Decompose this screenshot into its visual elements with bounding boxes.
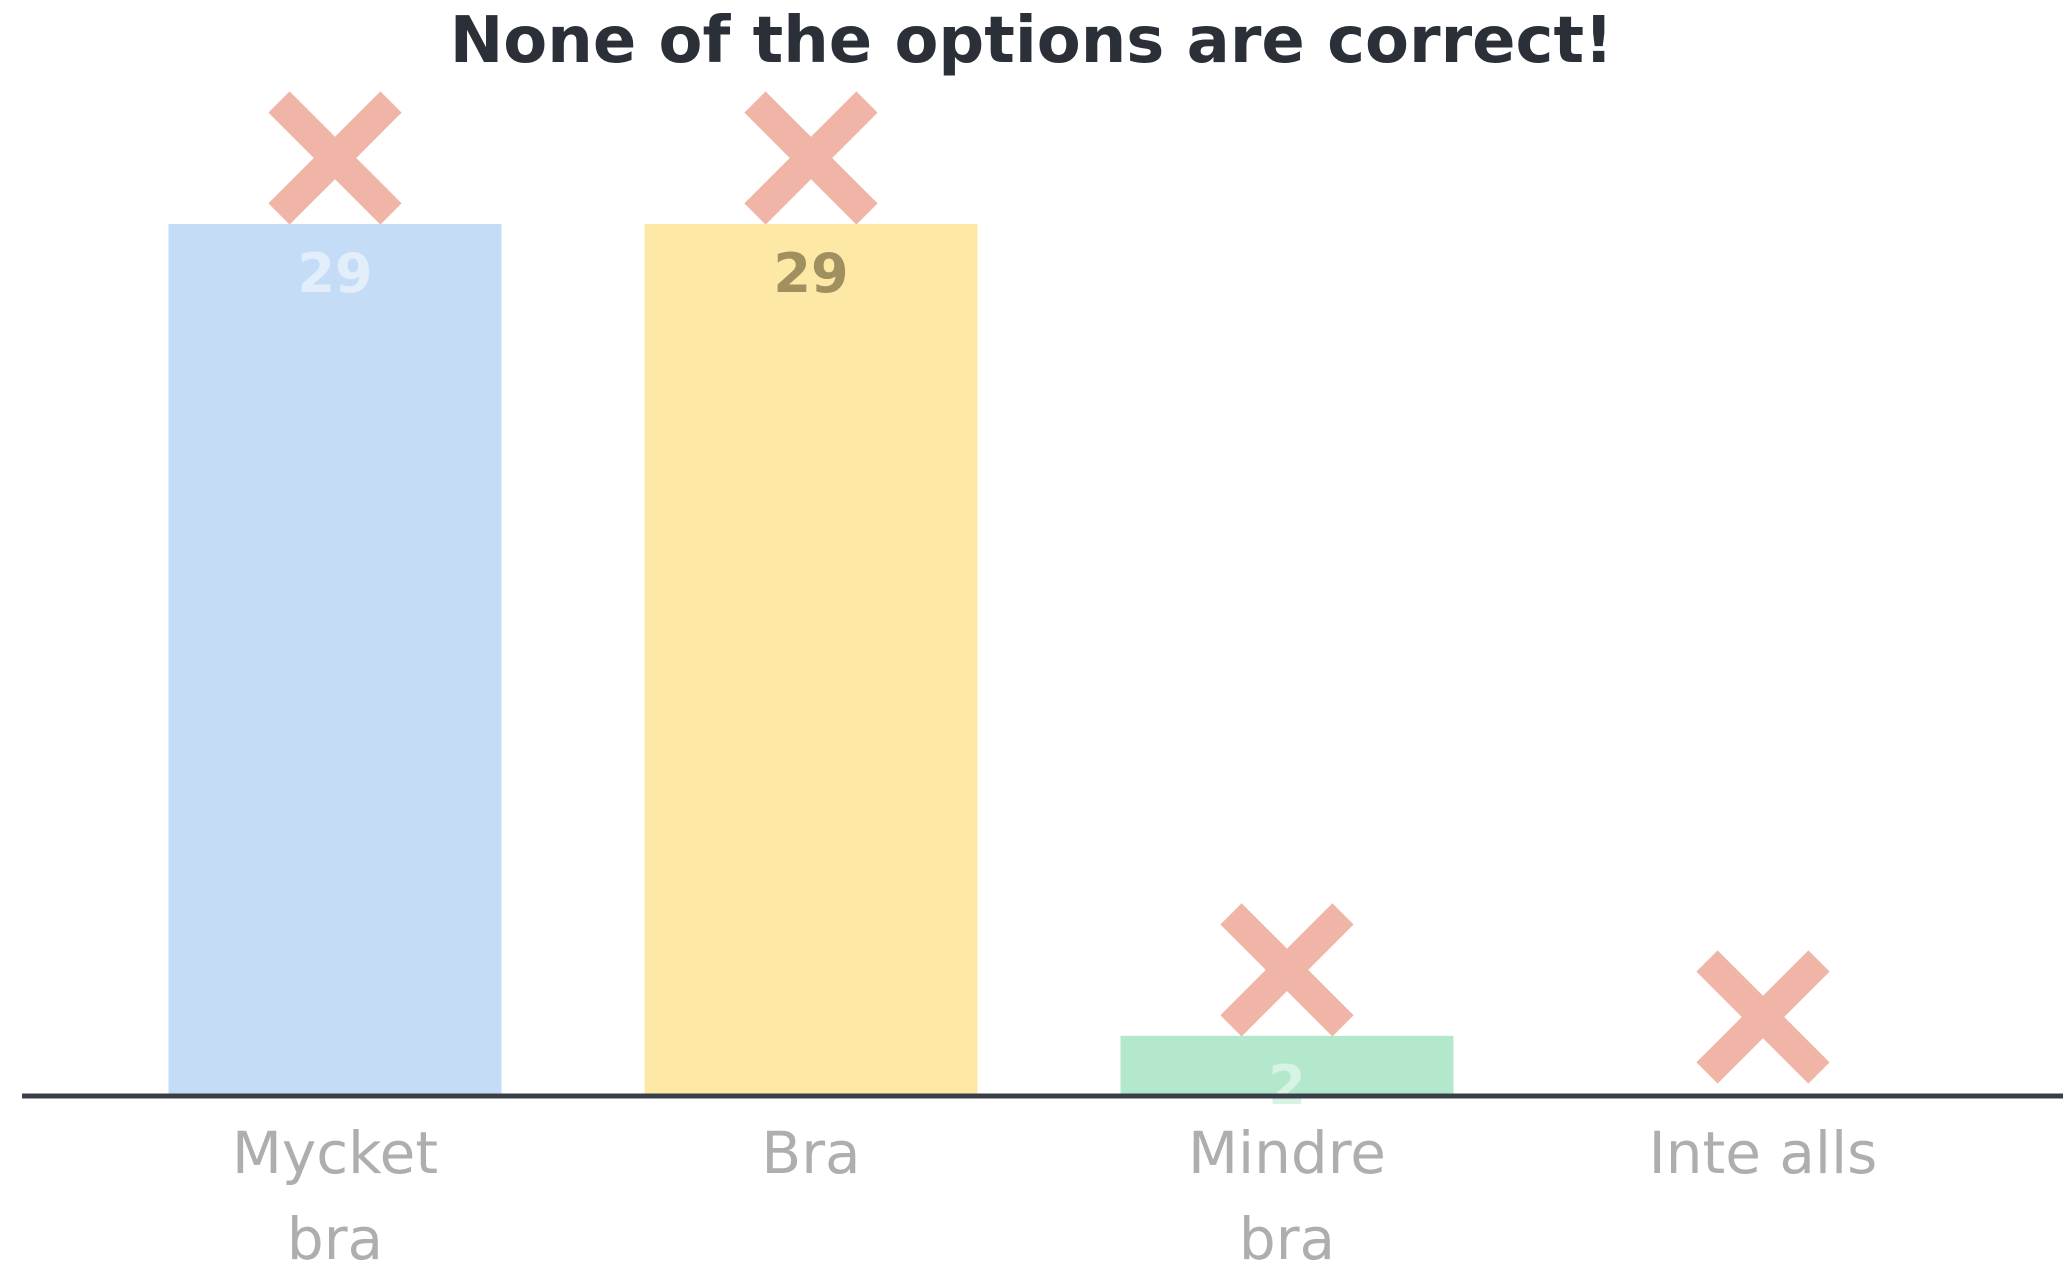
cross-stroke <box>268 91 402 225</box>
wrong-mark <box>1220 903 1354 1037</box>
wrong-mark <box>744 91 878 225</box>
wrong-mark <box>1696 950 1830 1084</box>
bar <box>644 224 978 1096</box>
category-label: Mindre bra <box>1188 1119 1386 1272</box>
value-label: 29 <box>773 242 848 305</box>
wrong-mark <box>268 91 402 225</box>
category-label: Inte alls <box>1648 1119 1878 1187</box>
cross-stroke <box>1220 903 1354 1037</box>
category-label: Bra <box>761 1119 861 1187</box>
category-label: Mycket bra <box>231 1119 439 1272</box>
bar <box>168 224 502 1096</box>
cross-stroke <box>744 91 878 225</box>
cross-stroke <box>1696 950 1830 1084</box>
chart-title: None of the options are correct! <box>449 4 1614 78</box>
value-label: 29 <box>297 242 372 305</box>
value-label: 2 <box>1268 1054 1306 1117</box>
bar <box>1120 1035 1454 1096</box>
